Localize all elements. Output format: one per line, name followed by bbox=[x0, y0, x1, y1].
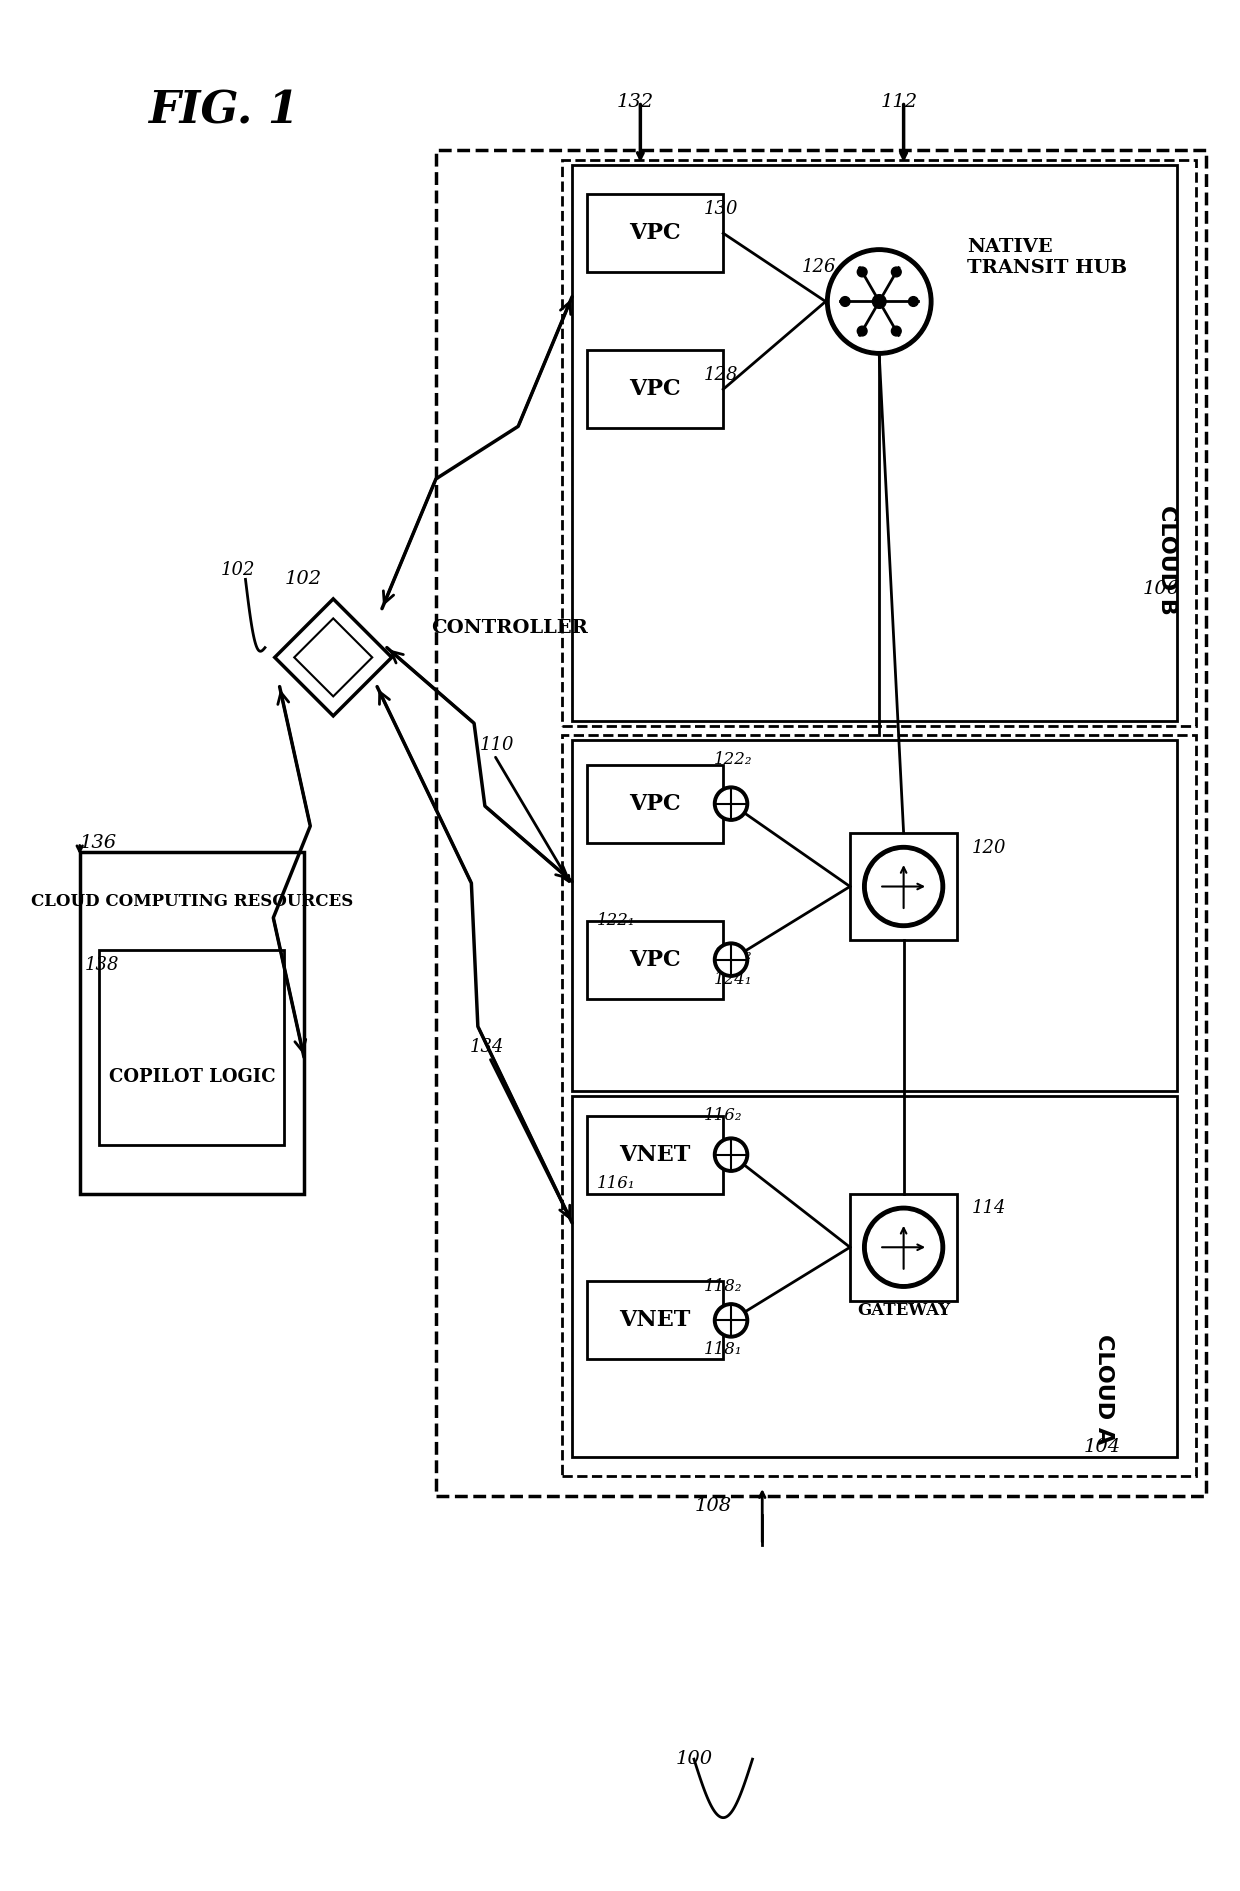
Circle shape bbox=[841, 297, 849, 306]
Text: 116₂: 116₂ bbox=[704, 1106, 743, 1123]
Text: COPILOT LOGIC: COPILOT LOGIC bbox=[109, 1068, 275, 1085]
Circle shape bbox=[718, 790, 745, 817]
Text: 122₁: 122₁ bbox=[596, 911, 635, 928]
Bar bbox=[572, 739, 1177, 1091]
Circle shape bbox=[892, 267, 901, 276]
Circle shape bbox=[873, 295, 887, 308]
Text: 100: 100 bbox=[676, 1751, 713, 1768]
Circle shape bbox=[713, 1136, 749, 1172]
Bar bbox=[435, 151, 1205, 1496]
Circle shape bbox=[857, 325, 867, 337]
Bar bbox=[849, 832, 957, 940]
Text: CLOUD COMPUTING RESOURCES: CLOUD COMPUTING RESOURCES bbox=[31, 893, 353, 910]
Text: 128: 128 bbox=[704, 365, 738, 384]
Text: 134: 134 bbox=[470, 1038, 505, 1057]
Circle shape bbox=[713, 787, 749, 821]
Text: 108: 108 bbox=[694, 1496, 732, 1515]
Circle shape bbox=[863, 845, 945, 927]
Bar bbox=[563, 161, 1197, 726]
Circle shape bbox=[713, 1303, 749, 1339]
Text: VPC: VPC bbox=[629, 949, 681, 970]
Text: 124₂: 124₂ bbox=[713, 946, 751, 963]
Text: 122₂: 122₂ bbox=[713, 751, 751, 768]
Text: VPC: VPC bbox=[629, 223, 681, 244]
Bar bbox=[572, 165, 1177, 720]
Text: 138: 138 bbox=[84, 955, 119, 974]
Circle shape bbox=[909, 297, 919, 306]
Circle shape bbox=[718, 1307, 745, 1333]
Circle shape bbox=[863, 1206, 945, 1288]
Circle shape bbox=[826, 248, 932, 356]
Bar bbox=[587, 350, 723, 427]
Text: CONTROLLER: CONTROLLER bbox=[430, 618, 588, 637]
Text: 118₁: 118₁ bbox=[704, 1341, 743, 1358]
Text: 120: 120 bbox=[972, 838, 1007, 857]
Text: 136: 136 bbox=[79, 834, 117, 851]
Text: 102: 102 bbox=[284, 571, 321, 588]
Bar bbox=[563, 736, 1197, 1477]
Circle shape bbox=[718, 1140, 745, 1169]
Text: 126: 126 bbox=[801, 259, 836, 276]
Text: 112: 112 bbox=[880, 93, 918, 110]
Text: FIG. 1: FIG. 1 bbox=[148, 91, 299, 132]
Text: 118₂: 118₂ bbox=[704, 1278, 743, 1295]
Bar bbox=[587, 1116, 723, 1193]
Circle shape bbox=[857, 267, 867, 276]
Text: 104: 104 bbox=[1084, 1439, 1121, 1456]
Text: VNET: VNET bbox=[619, 1309, 691, 1331]
Text: 116₁: 116₁ bbox=[596, 1176, 635, 1193]
Bar bbox=[79, 853, 304, 1193]
Text: 124₁: 124₁ bbox=[713, 970, 751, 987]
Circle shape bbox=[868, 851, 940, 923]
Circle shape bbox=[713, 942, 749, 978]
Circle shape bbox=[892, 325, 901, 337]
Text: CLOUD B: CLOUD B bbox=[1157, 505, 1177, 615]
Text: VPC: VPC bbox=[629, 378, 681, 401]
Circle shape bbox=[831, 253, 928, 350]
Circle shape bbox=[868, 1212, 940, 1284]
Text: 110: 110 bbox=[480, 736, 515, 755]
Bar bbox=[587, 1282, 723, 1360]
Bar bbox=[849, 1193, 957, 1301]
Text: 114: 114 bbox=[972, 1199, 1007, 1218]
Circle shape bbox=[718, 946, 745, 974]
Bar bbox=[99, 949, 284, 1144]
Text: 106: 106 bbox=[1142, 581, 1179, 598]
Text: 102: 102 bbox=[221, 560, 255, 579]
Text: 132: 132 bbox=[618, 93, 653, 110]
Bar bbox=[587, 921, 723, 998]
Text: NATIVE
TRANSIT HUB: NATIVE TRANSIT HUB bbox=[967, 238, 1127, 276]
Text: VPC: VPC bbox=[629, 792, 681, 815]
Bar bbox=[587, 195, 723, 272]
Text: CLOUD A: CLOUD A bbox=[1094, 1333, 1114, 1443]
Text: GATEWAY: GATEWAY bbox=[857, 1303, 950, 1320]
Polygon shape bbox=[275, 599, 392, 717]
Bar bbox=[587, 764, 723, 843]
Text: 130: 130 bbox=[704, 200, 738, 217]
Bar bbox=[572, 1097, 1177, 1456]
Text: VNET: VNET bbox=[619, 1144, 691, 1165]
